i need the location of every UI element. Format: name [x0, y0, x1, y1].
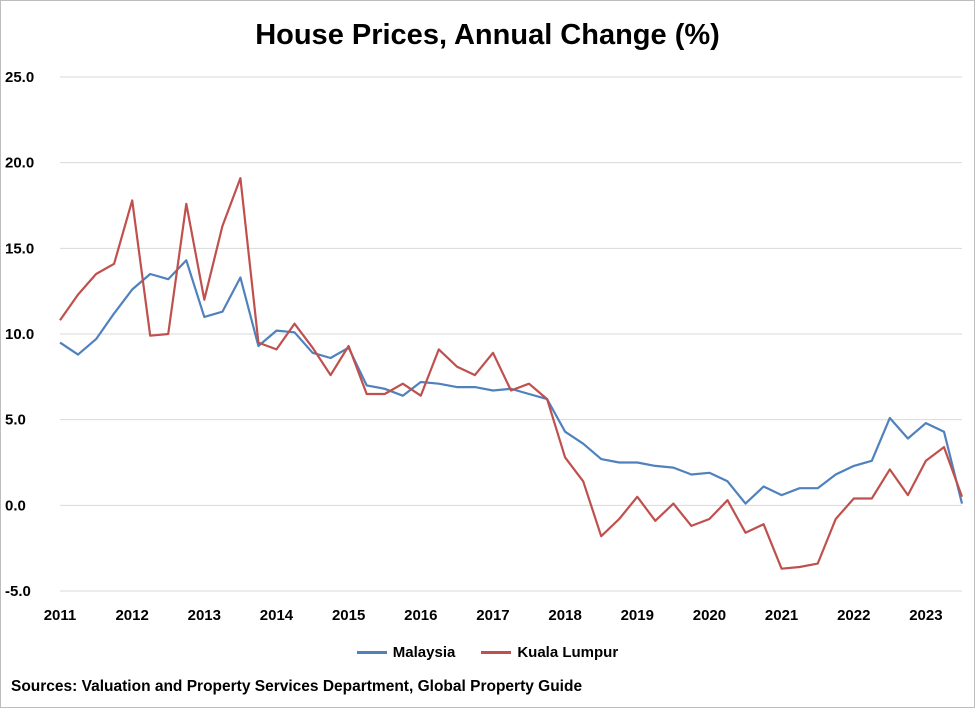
gridlines — [60, 76, 962, 592]
series-line-kuala-lumpur — [59, 177, 964, 570]
legend-label-malaysia: Malaysia — [392, 644, 456, 661]
legend-item-malaysia: Malaysia — [356, 644, 456, 661]
x-tick-label: 2011 — [44, 607, 77, 624]
x-tick-label: 2016 — [404, 607, 437, 624]
chart-title: House Prices, Annual Change (%) — [255, 19, 720, 51]
x-tick-label: 2020 — [693, 607, 726, 624]
legend-label-kuala-lumpur: Kuala Lumpur — [517, 644, 619, 661]
y-axis-ticks: 25.0 20.0 15.0 10.0 5.0 0.0 -5.0 — [5, 69, 34, 600]
legend: Malaysia Kuala Lumpur — [1, 644, 974, 661]
x-tick-label: 2014 — [260, 607, 294, 624]
x-tick-label: 2012 — [115, 607, 148, 624]
source-note: Sources: Valuation and Property Services… — [11, 678, 583, 695]
series-lines — [59, 177, 964, 570]
x-axis-ticks: 2011 2012 2013 2014 2015 2016 2017 2018 2019 2020… — [44, 607, 943, 624]
y-tick-label: -5.0 — [5, 583, 31, 600]
x-tick-label: 2023 — [909, 607, 942, 624]
x-tick-label: 2013 — [188, 607, 221, 624]
y-tick-label: 0.0 — [5, 497, 26, 514]
y-tick-label: 10.0 — [5, 326, 34, 343]
legend-swatch-malaysia — [356, 651, 387, 654]
x-tick-label: 2021 — [765, 607, 798, 624]
series-line-malaysia — [59, 259, 964, 505]
legend-swatch-kuala-lumpur — [481, 651, 512, 654]
x-tick-label: 2018 — [548, 607, 581, 624]
x-tick-label: 2019 — [621, 607, 654, 624]
y-tick-label: 25.0 — [5, 69, 34, 86]
y-tick-label: 5.0 — [5, 412, 26, 429]
legend-item-kuala-lumpur: Kuala Lumpur — [481, 644, 618, 661]
x-tick-label: 2015 — [332, 607, 365, 624]
x-tick-label: 2022 — [837, 607, 870, 624]
x-tick-label: 2017 — [476, 607, 509, 624]
y-tick-label: 15.0 — [5, 240, 34, 257]
y-tick-label: 20.0 — [5, 155, 34, 172]
